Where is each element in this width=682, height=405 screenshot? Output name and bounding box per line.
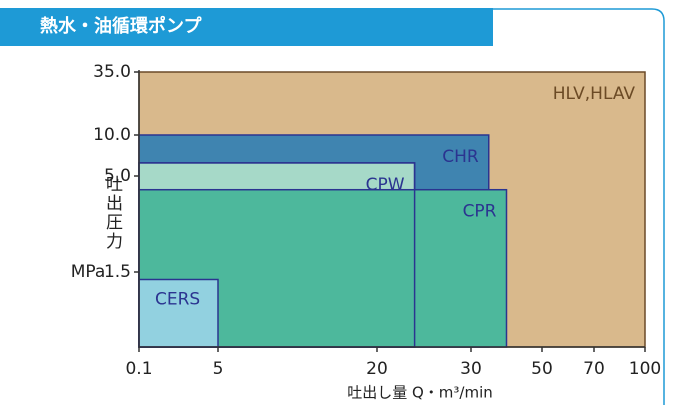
header-title: 熱水・油循環ポンプ xyxy=(40,15,202,37)
x-tick-label: 70 xyxy=(583,359,605,379)
y-tick-label: 1.5 xyxy=(104,262,131,282)
y-tick-label: 5.0 xyxy=(104,166,131,186)
header-bar xyxy=(0,8,493,46)
y-axis-label: 吐出圧力 xyxy=(102,175,123,251)
x-tick-label: 20 xyxy=(366,359,388,379)
y-axis-unit: MPa xyxy=(71,262,106,282)
x-tick-label: 100 xyxy=(629,359,661,379)
range-label: CERS xyxy=(155,290,200,310)
x-tick-label: 5 xyxy=(213,359,224,379)
range-label: CPW xyxy=(366,175,405,195)
x-tick-label: 50 xyxy=(531,359,553,379)
range-label: CHR xyxy=(442,147,479,167)
range-label: HLV,HLAV xyxy=(553,84,636,104)
range-label: CPR xyxy=(463,202,497,222)
x-axis-label: 吐出し量 Q・m³/min xyxy=(347,384,493,402)
x-tick-label: 0.1 xyxy=(125,359,152,379)
y-tick-label: 35.0 xyxy=(93,62,131,82)
y-tick-label: 10.0 xyxy=(93,125,131,145)
panel-border xyxy=(493,8,665,405)
x-tick-label: 30 xyxy=(460,359,482,379)
